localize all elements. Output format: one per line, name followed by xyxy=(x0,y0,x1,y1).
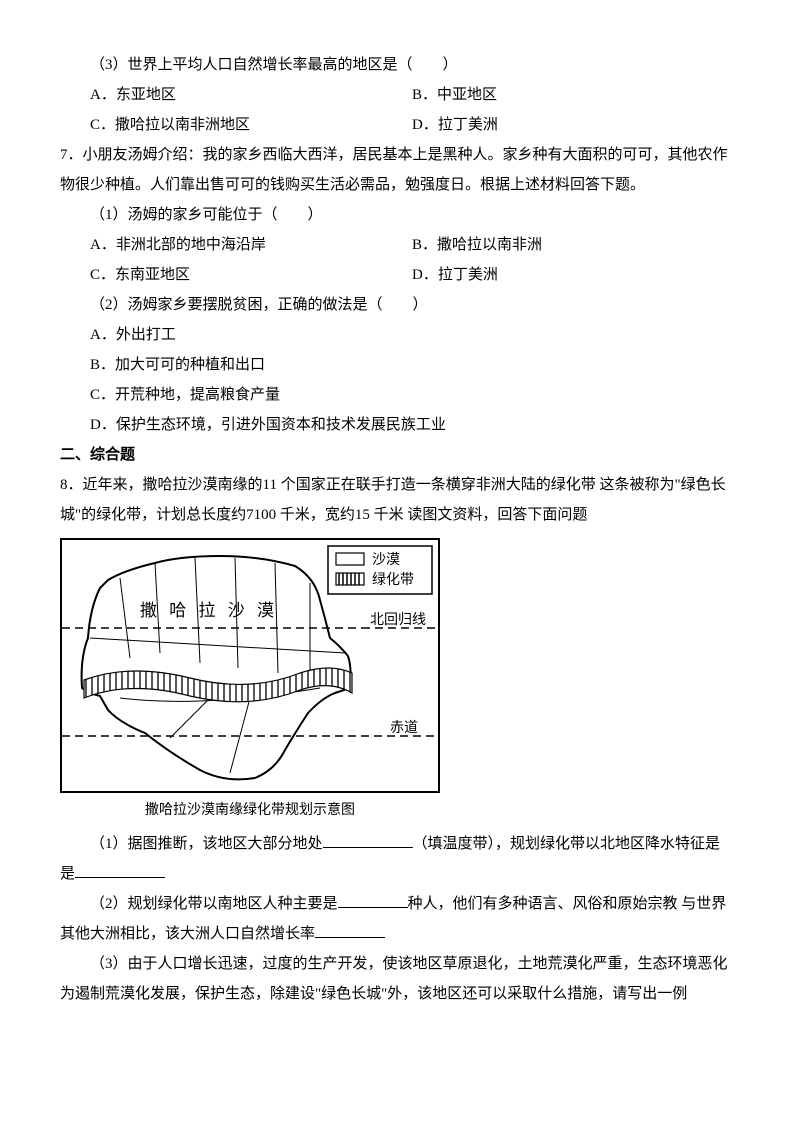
q8-map-caption: 撒哈拉沙漠南缘绿化带规划示意图 xyxy=(60,795,440,823)
q6-3-opt-b[interactable]: B．中亚地区 xyxy=(412,80,734,110)
q7-2-opt-b[interactable]: B．加大可可的种植和出口 xyxy=(60,350,734,380)
q7-2-opt-d[interactable]: D．保护生态环境，引进外国资本和技术发展民族工业 xyxy=(60,410,734,440)
legend-desert-label: 沙漠 xyxy=(372,552,400,568)
q6-3-opt-c[interactable]: C．撒哈拉以南非洲地区 xyxy=(90,110,412,140)
q7-2-stem: （2）汤姆家乡要摆脱贫困，正确的做法是（ ） xyxy=(60,290,734,320)
q7-1-row-cd: C．东南亚地区 D．拉丁美洲 xyxy=(60,260,734,290)
q8-3: （3）由于人口增长迅速，过度的生产开发，使该地区草原退化，土地荒漠化严重，生态环… xyxy=(60,949,734,1009)
q6-3-stem: （3）世界上平均人口自然增长率最高的地区是（ ） xyxy=(60,50,734,80)
q8-map: 沙漠 绿化带 北回归线 赤道 撒 哈 拉 沙 漠 xyxy=(60,538,734,823)
equator-label: 赤道 xyxy=(390,720,418,736)
q6-3-opt-a[interactable]: A．东亚地区 xyxy=(90,80,412,110)
q7-1-opt-a[interactable]: A．非洲北部的地中海沿岸 xyxy=(90,230,412,260)
legend-greenbelt-label: 绿化带 xyxy=(372,572,414,588)
q7-1-opt-d[interactable]: D．拉丁美洲 xyxy=(412,260,734,290)
q8-1-blank-2[interactable] xyxy=(75,862,165,878)
q7-1-opt-c[interactable]: C．东南亚地区 xyxy=(90,260,412,290)
q8-2: （2）规划绿化带以南地区人种主要是种人，他们有多种语言、风俗和原始宗教 与世界其… xyxy=(60,889,734,949)
tropic-label: 北回归线 xyxy=(370,611,426,628)
q8-1-a: （1）据图推断，该地区大部分地处 xyxy=(90,836,323,852)
q8-2-blank-2[interactable] xyxy=(315,922,385,938)
sahara-label: 撒 哈 拉 沙 漠 xyxy=(140,601,278,620)
section-2-heading: 二、综合题 xyxy=(60,440,734,470)
q8-2-blank-1[interactable] xyxy=(338,892,408,908)
q7-1-opt-b[interactable]: B．撒哈拉以南非洲 xyxy=(412,230,734,260)
q7-1-stem: （1）汤姆的家乡可能位于（ ） xyxy=(60,200,734,230)
q7-2-opt-a[interactable]: A．外出打工 xyxy=(60,320,734,350)
q8-1-b: （填温度带），规划绿化带以北地区降水特征是 xyxy=(413,836,721,852)
q8-2-a: （2）规划绿化带以南地区人种主要是 xyxy=(90,896,338,912)
q6-3-opt-d[interactable]: D．拉丁美洲 xyxy=(412,110,734,140)
q8-1-cont: 是 xyxy=(60,859,734,889)
q8-lead: 8．近年来，撒哈拉沙漠南缘的11 个国家正在联手打造一条横穿非洲大陆的绿化带 这… xyxy=(60,470,734,530)
q7-lead: 7．小朋友汤姆介绍：我的家乡西临大西洋，居民基本上是黑种人。家乡种有大面积的可可… xyxy=(60,140,734,200)
q7-1-row-ab: A．非洲北部的地中海沿岸 B．撒哈拉以南非洲 xyxy=(60,230,734,260)
q6-3-row-cd: C．撒哈拉以南非洲地区 D．拉丁美洲 xyxy=(60,110,734,140)
q8-1-blank-1[interactable] xyxy=(323,832,413,848)
q8-1: （1）据图推断，该地区大部分地处 （填温度带），规划绿化带以北地区降水特征是 xyxy=(60,829,734,859)
q6-3-row-ab: A．东亚地区 B．中亚地区 xyxy=(60,80,734,110)
q7-2-opt-c[interactable]: C．开荒种地，提高粮食产量 xyxy=(60,380,734,410)
map-svg: 沙漠 绿化带 北回归线 赤道 撒 哈 拉 沙 漠 xyxy=(60,538,440,793)
map-legend: 沙漠 绿化带 xyxy=(328,546,432,594)
